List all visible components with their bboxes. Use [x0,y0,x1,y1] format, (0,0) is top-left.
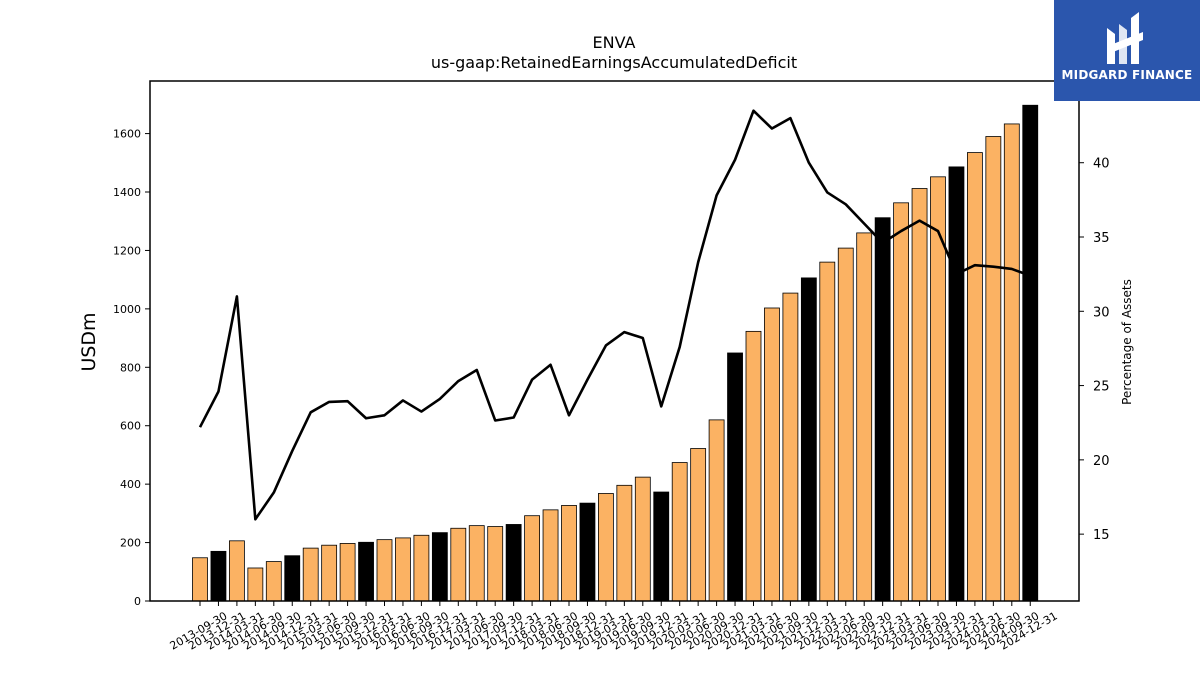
bar [708,419,725,602]
bar [468,525,485,602]
bar [727,352,743,602]
y-tick-label: 400 [120,478,141,491]
bar [431,532,448,602]
bar [745,330,762,602]
x-axis: 2013-09-302013-12-312014-03-312014-06-30… [168,601,1060,653]
bar [321,544,338,602]
chart-title: ENVA [593,33,636,52]
bar [395,537,411,602]
bar [265,561,282,602]
bar [616,484,633,602]
y2-tick-label: 35 [1093,231,1110,246]
bar [911,188,928,602]
y-axis-label: USDm [78,312,100,371]
bar [1022,104,1039,602]
y2-tick-label: 25 [1093,380,1110,395]
bar [764,307,780,602]
y-axis-left: 0 200 400 600 800 1000 1200 1400 1600 [113,128,150,608]
bar [210,550,227,602]
bar [948,166,965,602]
y2-tick-label: 15 [1093,528,1110,543]
bar [376,539,393,602]
bar [228,540,245,602]
bar [967,152,983,602]
y-tick-label: 1000 [113,303,141,316]
y-tick-label: 800 [120,361,141,374]
bar [819,261,836,602]
y-axis-right: 15 20 25 30 35 40 [1079,157,1110,543]
y2-tick-label: 20 [1093,454,1110,469]
bar [874,217,891,602]
bar [690,448,707,602]
bar [247,567,264,602]
y-tick-label: 600 [120,420,141,433]
plot-frame [149,80,1080,602]
y-tick-label: 1400 [113,186,141,199]
bar [284,555,301,602]
bar [671,462,688,602]
bar [653,491,670,602]
brand-name: MIDGARD FINANCE [1061,68,1193,82]
bar [358,541,374,602]
bar [598,493,614,602]
brand-logo: MIDGARD FINANCE [1054,0,1200,101]
bar [302,547,319,602]
bar [985,136,1002,602]
y-tick-label: 0 [134,595,141,608]
midgard-m-icon [1107,12,1143,64]
y-tick-label: 200 [120,537,141,550]
bar [579,502,596,602]
bar [413,534,430,602]
y-tick-label: 1200 [113,244,141,257]
y2-tick-label: 40 [1093,157,1110,172]
bar [837,247,854,602]
y2-tick-label: 30 [1093,305,1110,320]
bar [339,543,356,602]
bar [524,515,540,602]
bar [542,509,559,602]
bar [856,232,873,602]
bar [1003,123,1020,602]
y2-axis-label: Percentage of Assets [1120,279,1134,405]
bar [561,505,577,602]
bar [893,202,909,602]
bars-layer [192,104,1039,602]
bar [487,526,504,602]
bar [450,527,467,602]
bar [782,292,799,602]
y-tick-label: 1600 [113,128,141,141]
bar [634,476,651,602]
bar [800,277,817,602]
bar [192,557,208,602]
bar [505,524,522,602]
chart-subtitle: us-gaap:RetainedEarningsAccumulatedDefic… [431,53,797,72]
line-series [198,109,1031,521]
line-layer [198,109,1031,521]
